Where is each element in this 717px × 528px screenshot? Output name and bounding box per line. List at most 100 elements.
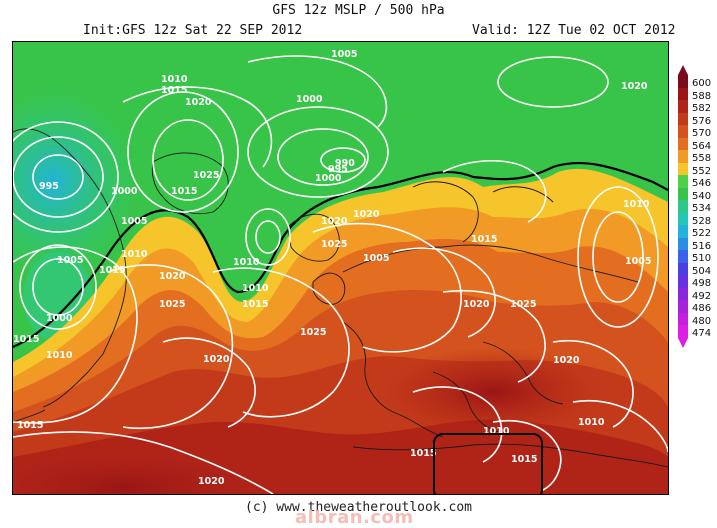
pressure-label: 1020 <box>321 216 348 227</box>
legend-label: 504 <box>692 265 712 277</box>
pressure-label: 1015 <box>99 265 125 276</box>
legend-swatch <box>678 287 688 300</box>
legend-label: 588 <box>692 90 712 102</box>
pressure-label: 1015 <box>242 299 268 310</box>
legend-swatch <box>678 312 688 325</box>
legend-swatch <box>678 150 688 163</box>
pressure-label: 1020 <box>203 354 230 365</box>
pressure-label: 1020 <box>198 476 225 487</box>
legend-swatch <box>678 325 688 338</box>
pressure-label: 1020 <box>159 271 186 282</box>
pressure-label: 1005 <box>363 253 389 264</box>
contour-552-line <box>13 161 668 349</box>
pressure-label: 1015 <box>161 85 187 96</box>
legend-label: 582 <box>692 103 712 114</box>
legend-label: 546 <box>692 178 712 189</box>
legend-label: 498 <box>692 278 712 289</box>
pressure-label: 1005 <box>121 216 147 227</box>
pressure-label: 990 <box>335 158 355 169</box>
legend-swatch <box>678 200 688 213</box>
legend-swatch <box>678 187 688 200</box>
pressure-label: 1010 <box>161 74 188 85</box>
legend-label: 534 <box>692 203 712 214</box>
cold-pool-northwest <box>13 87 138 277</box>
pressure-label: 1010 <box>121 249 148 260</box>
legend-swatch <box>678 75 688 88</box>
pressure-label: 1025 <box>193 170 219 181</box>
pressure-label: 1005 <box>625 256 651 267</box>
pressure-label: 1025 <box>510 299 536 310</box>
legend-swatch <box>678 250 688 263</box>
hot-core-south <box>383 347 603 437</box>
legend-label: 516 <box>692 240 712 252</box>
legend-swatch <box>678 262 688 275</box>
weather-map: 1005 1010 1015 1020 1000 1025 1015 995 1… <box>12 41 669 495</box>
legend-swatch <box>678 175 688 188</box>
legend-label: 510 <box>692 253 712 264</box>
pressure-label: 1025 <box>321 239 347 250</box>
pressure-label: 1005 <box>57 255 83 266</box>
legend-swatch <box>678 112 688 125</box>
pressure-label: 1015 <box>171 186 197 197</box>
legend-swatch <box>678 100 688 113</box>
pressure-label: 1010 <box>242 283 269 294</box>
pressure-label: 1015 <box>410 448 436 459</box>
legend-bottom-cap <box>678 337 688 348</box>
legend-label: 552 <box>692 165 712 177</box>
pressure-label: 1000 <box>296 94 323 105</box>
legend-label: 480 <box>692 315 712 327</box>
legend-label: 540 <box>692 190 712 202</box>
pressure-label: 1010 <box>233 257 260 268</box>
legend-top-cap <box>678 65 688 75</box>
pressure-label: 1015 <box>17 420 43 431</box>
legend-label: 576 <box>692 115 712 127</box>
pressure-label: 1020 <box>353 209 380 220</box>
pressure-label: 1020 <box>553 355 580 366</box>
pressure-label: 1000 <box>46 313 73 324</box>
legend-label: 564 <box>692 140 712 152</box>
pressure-label: 1010 <box>578 417 605 428</box>
pressure-label: 995 <box>328 164 348 175</box>
legend-label: 528 <box>692 215 712 227</box>
legend-swatch <box>678 300 688 313</box>
pressure-label: 1020 <box>463 299 490 310</box>
pressure-label: 1010 <box>46 350 73 361</box>
hot-core-southwest <box>13 447 283 494</box>
coastlines <box>13 128 668 468</box>
legend-swatch <box>678 125 688 138</box>
pressure-label: 1020 <box>185 97 212 108</box>
legend-label: 474 <box>692 328 712 339</box>
watermark-text: albran.com <box>295 507 414 528</box>
legend-swatch <box>678 162 688 175</box>
legend-label: 558 <box>692 153 712 164</box>
init-time: Init:GFS 12z Sat 22 SEP 2012 <box>83 23 303 38</box>
pressure-label: 1015 <box>13 334 39 345</box>
legend-swatch <box>678 87 688 100</box>
copyright-credit: (c) www.theweatheroutlook.com <box>245 500 472 515</box>
legend-label: 486 <box>692 303 712 314</box>
pressure-label: 1020 <box>621 81 648 92</box>
pressure-label: 1000 <box>111 186 138 197</box>
legend-swatch <box>678 237 688 250</box>
map-title: GFS 12z MSLP / 500 hPa <box>272 3 445 18</box>
pressure-label: 1025 <box>159 299 185 310</box>
pressure-label: 1025 <box>300 327 326 338</box>
pressure-label: 1015 <box>511 454 537 465</box>
legend-label: 492 <box>692 290 712 302</box>
highlight-box <box>433 433 543 494</box>
pressure-labels: 1005 1010 1015 1020 1000 1025 1015 995 1… <box>13 49 651 487</box>
legend-label: 600 <box>692 78 712 89</box>
legend-label: 570 <box>692 128 712 139</box>
weather-map-svg: 1005 1010 1015 1020 1000 1025 1015 995 1… <box>13 42 668 494</box>
legend-swatch <box>678 137 688 150</box>
pressure-label: 1015 <box>471 234 497 245</box>
legend-swatch <box>678 212 688 225</box>
pressure-label: 995 <box>39 181 59 192</box>
legend-label: 522 <box>692 228 712 239</box>
pressure-label: 1010 <box>483 426 510 437</box>
pressure-label: 1000 <box>315 173 342 184</box>
pressure-label: 1010 <box>623 199 650 210</box>
valid-time: Valid: 12Z Tue 02 OCT 2012 <box>472 23 676 38</box>
legend-swatch <box>678 275 688 288</box>
legend-swatch <box>678 225 688 238</box>
